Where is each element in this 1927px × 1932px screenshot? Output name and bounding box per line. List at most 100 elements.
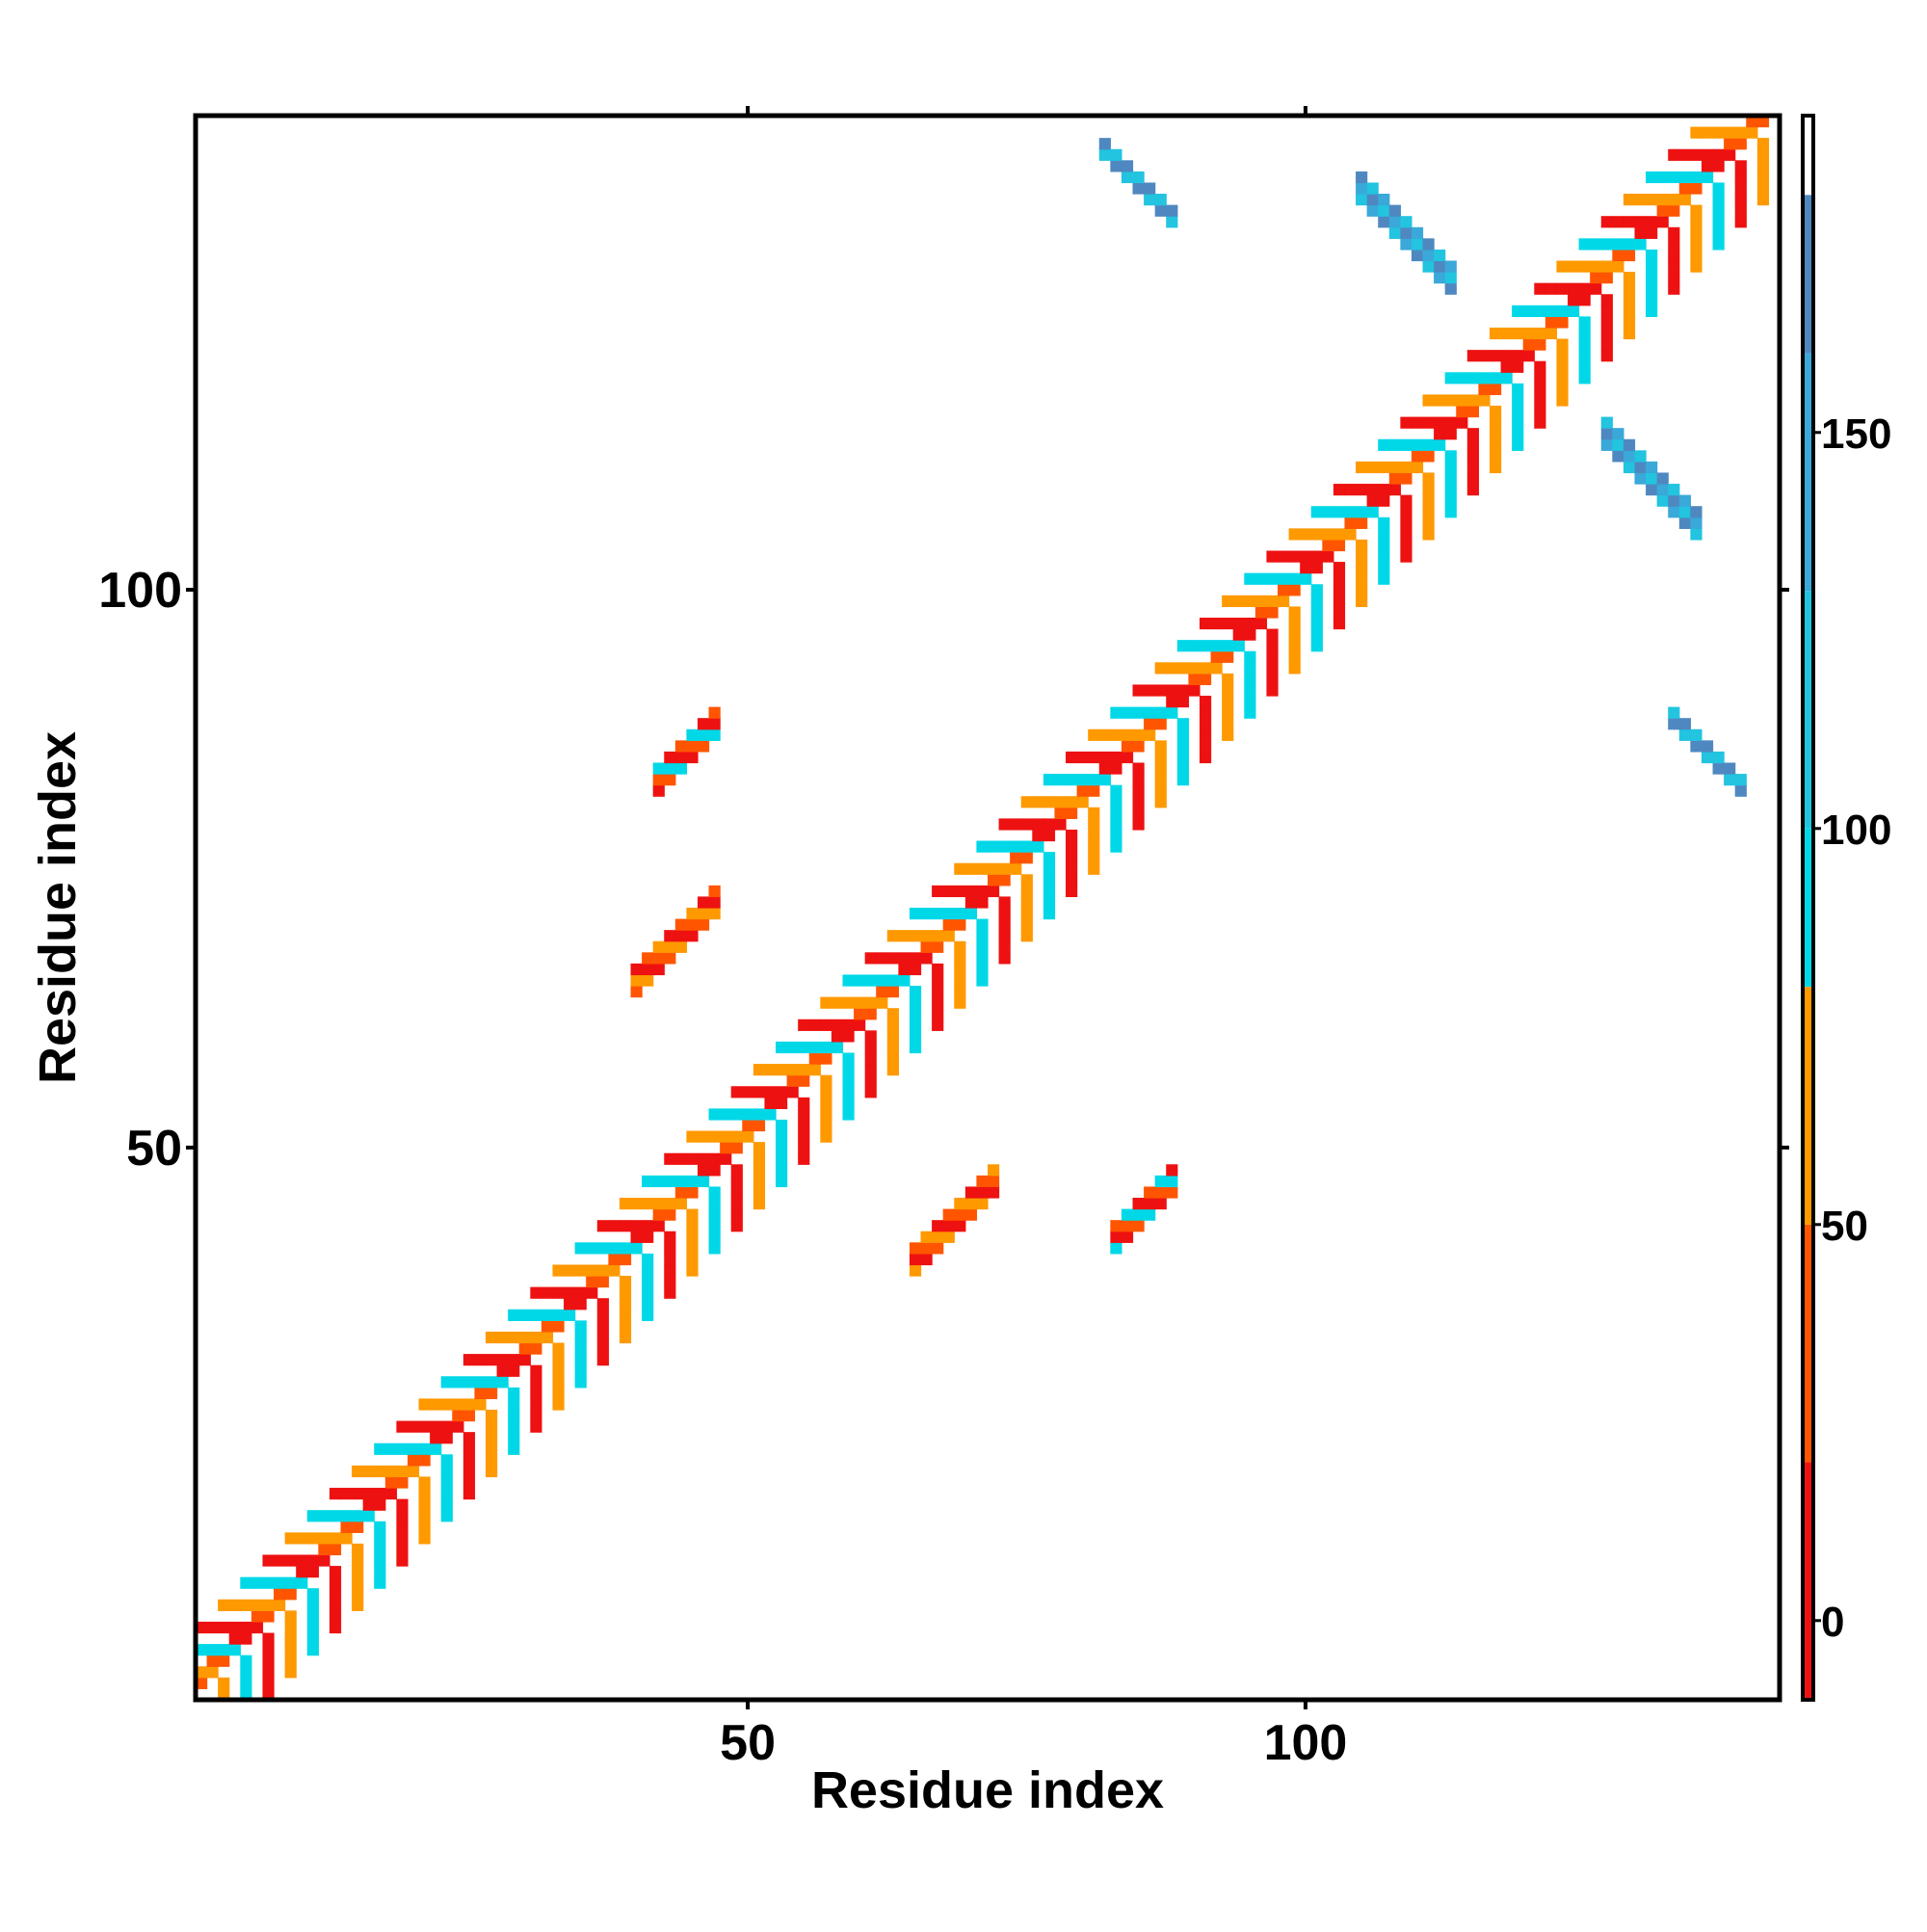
- heatmap-cell-diagonal-band: [1066, 840, 1078, 853]
- heatmap-cell-diagonal-band: [1701, 160, 1714, 172]
- heatmap-cell-diagonal-band: [1712, 226, 1725, 239]
- heatmap-cell-parallel-contact-2-mirror: [920, 1253, 933, 1266]
- heatmap-cell-antiparallel-sheet-A: [1434, 249, 1446, 262]
- heatmap-cell-diagonal-band: [262, 1599, 275, 1611]
- heatmap-cell-diagonal-band: [1166, 706, 1178, 719]
- heatmap-cell-diagonal-band: [1724, 126, 1736, 139]
- heatmap-cell-diagonal-band: [1478, 350, 1491, 362]
- heatmap-cell-diagonal-band: [384, 1488, 397, 1500]
- heatmap-cell-parallel-contact-2: [642, 952, 654, 965]
- heatmap-cell-diagonal-band: [1590, 260, 1602, 273]
- heatmap-cell-diagonal-band: [1166, 696, 1178, 708]
- heatmap-cell-diagonal-band: [1734, 160, 1747, 172]
- colorbar-band: [1803, 987, 1813, 1225]
- heatmap-cell-diagonal-band: [1088, 829, 1100, 842]
- heatmap-cell-diagonal-band: [1333, 484, 1346, 496]
- heatmap-cell-antiparallel-sheet-B: [1166, 216, 1178, 228]
- heatmap-cell-diagonal-band: [1600, 216, 1613, 228]
- heatmap-cell-parallel-contact-2-mirror: [909, 1242, 922, 1255]
- heatmap-cell-diagonal-band: [608, 1253, 620, 1266]
- heatmap-cell-diagonal-band: [808, 1052, 821, 1065]
- heatmap-cell-diagonal-band: [1244, 673, 1256, 686]
- heatmap-cell-diagonal-band: [1110, 751, 1122, 764]
- heatmap-cell-diagonal-band: [474, 1354, 487, 1366]
- heatmap-cell-diagonal-band: [1132, 796, 1145, 808]
- heatmap-cell-diagonal-band: [274, 1554, 286, 1567]
- heatmap-cell-diagonal-band: [596, 1220, 609, 1232]
- heatmap-cell-diagonal-band: [864, 1064, 877, 1076]
- heatmap-cell-diagonal-band: [708, 1198, 721, 1210]
- heatmap-cell-diagonal-band: [842, 1108, 855, 1121]
- heatmap-cell-diagonal-band: [1690, 226, 1703, 239]
- heatmap-cell-diagonal-band: [1544, 327, 1558, 340]
- heatmap-cell-diagonal-band: [1544, 316, 1558, 329]
- heatmap-cell-diagonal-band: [1232, 628, 1245, 641]
- heatmap-cell-diagonal-band: [1020, 874, 1033, 887]
- heatmap-cell-diagonal-band: [1132, 807, 1145, 819]
- heatmap-cell-diagonal-band: [1422, 528, 1435, 541]
- heatmap-cell-parallel-contact-1-mirror: [1121, 1208, 1134, 1221]
- heatmap-cell-antiparallel-sheet-A-mirror: [1646, 461, 1658, 474]
- heatmap-cell-diagonal-band: [384, 1465, 397, 1478]
- heatmap-cell-diagonal-band: [407, 1454, 420, 1467]
- heatmap-cell-parallel-contact-2: [630, 963, 643, 976]
- heatmap-cell-diagonal-band: [864, 1030, 877, 1043]
- heatmap-cell-diagonal-band: [240, 1654, 252, 1667]
- heatmap-cell-parallel-contact-1: [674, 740, 688, 753]
- heatmap-cell-diagonal-band: [1734, 204, 1747, 217]
- heatmap-cell-diagonal-band: [1378, 461, 1390, 474]
- heatmap-cell-diagonal-band: [909, 1041, 922, 1054]
- heatmap-cell-diagonal-band: [730, 1142, 743, 1154]
- heatmap-cell-diagonal-band: [1266, 684, 1279, 697]
- heatmap-cell-diagonal-band: [932, 996, 944, 1009]
- heatmap-cell-diagonal-band: [1522, 350, 1535, 362]
- heatmap-cell-diagonal-band: [1366, 484, 1379, 496]
- heatmap-cell-diagonal-band: [898, 952, 911, 965]
- heatmap-cell-parallel-contact-1-mirror: [1121, 1220, 1134, 1232]
- heatmap-cell-diagonal-band: [652, 1208, 665, 1221]
- heatmap-cell-diagonal-band: [1199, 673, 1212, 686]
- heatmap-cell-diagonal-band: [440, 1488, 453, 1500]
- heatmap-cell-diagonal-band: [1144, 684, 1156, 697]
- heatmap-cell-diagonal-band: [340, 1488, 353, 1500]
- heatmap-cell-diagonal-band: [306, 1566, 319, 1578]
- heatmap-cell-diagonal-band: [864, 974, 877, 987]
- heatmap-cell-diagonal-band: [1110, 784, 1122, 797]
- heatmap-cell-diagonal-band: [798, 1019, 810, 1031]
- heatmap-cell-diagonal-band: [530, 1409, 542, 1422]
- heatmap-cell-parallel-contact-2: [652, 963, 665, 976]
- heatmap-cell-diagonal-band: [1210, 617, 1223, 630]
- heatmap-cell-parallel-contact-2-mirror: [964, 1208, 978, 1221]
- heatmap-cell-diagonal-band: [1244, 684, 1256, 697]
- heatmap-cell-diagonal-band: [1556, 372, 1569, 384]
- heatmap-cell-diagonal-band: [374, 1465, 386, 1478]
- heatmap-cell-diagonal-band: [1010, 852, 1022, 864]
- heatmap-cell-diagonal-band: [730, 1175, 743, 1188]
- heatmap-cell-diagonal-band: [1210, 662, 1223, 675]
- heatmap-cell-diagonal-band: [1310, 640, 1323, 652]
- heatmap-cell-diagonal-band: [1534, 360, 1546, 373]
- heatmap-cell-diagonal-band: [854, 974, 866, 987]
- heatmap-cell-diagonal-band: [1222, 595, 1234, 608]
- heatmap-cell-parallel-contact-2-mirror: [909, 1253, 922, 1266]
- heatmap-cell-diagonal-band: [1288, 528, 1301, 541]
- heatmap-cell-diagonal-band: [798, 1119, 810, 1132]
- heatmap-cell-diagonal-band: [1512, 360, 1524, 373]
- heatmap-cell-diagonal-band: [396, 1554, 409, 1567]
- heatmap-cell-diagonal-band: [776, 1064, 788, 1076]
- heatmap-cell-diagonal-band: [218, 1677, 230, 1690]
- heatmap-cell-diagonal-band: [686, 1253, 699, 1266]
- heatmap-cell-diagonal-band: [1612, 238, 1624, 251]
- heatmap-cell-diagonal-band: [608, 1242, 620, 1255]
- heatmap-cell-diagonal-band: [1489, 406, 1502, 418]
- heatmap-cell-diagonal-band: [206, 1621, 219, 1634]
- heatmap-cell-diagonal-band: [842, 1052, 855, 1065]
- heatmap-cell-diagonal-band: [898, 963, 911, 976]
- heatmap-cell-diagonal-band: [352, 1566, 364, 1578]
- heatmap-cell-diagonal-band: [1712, 182, 1725, 195]
- heatmap-cell-diagonal-band: [664, 1242, 676, 1255]
- heatmap-cell-diagonal-band: [1344, 516, 1357, 529]
- heatmap-cell-diagonal-band: [530, 1286, 542, 1299]
- heatmap-cell-diagonal-band: [1222, 706, 1234, 719]
- heatmap-cell-diagonal-band: [508, 1309, 520, 1321]
